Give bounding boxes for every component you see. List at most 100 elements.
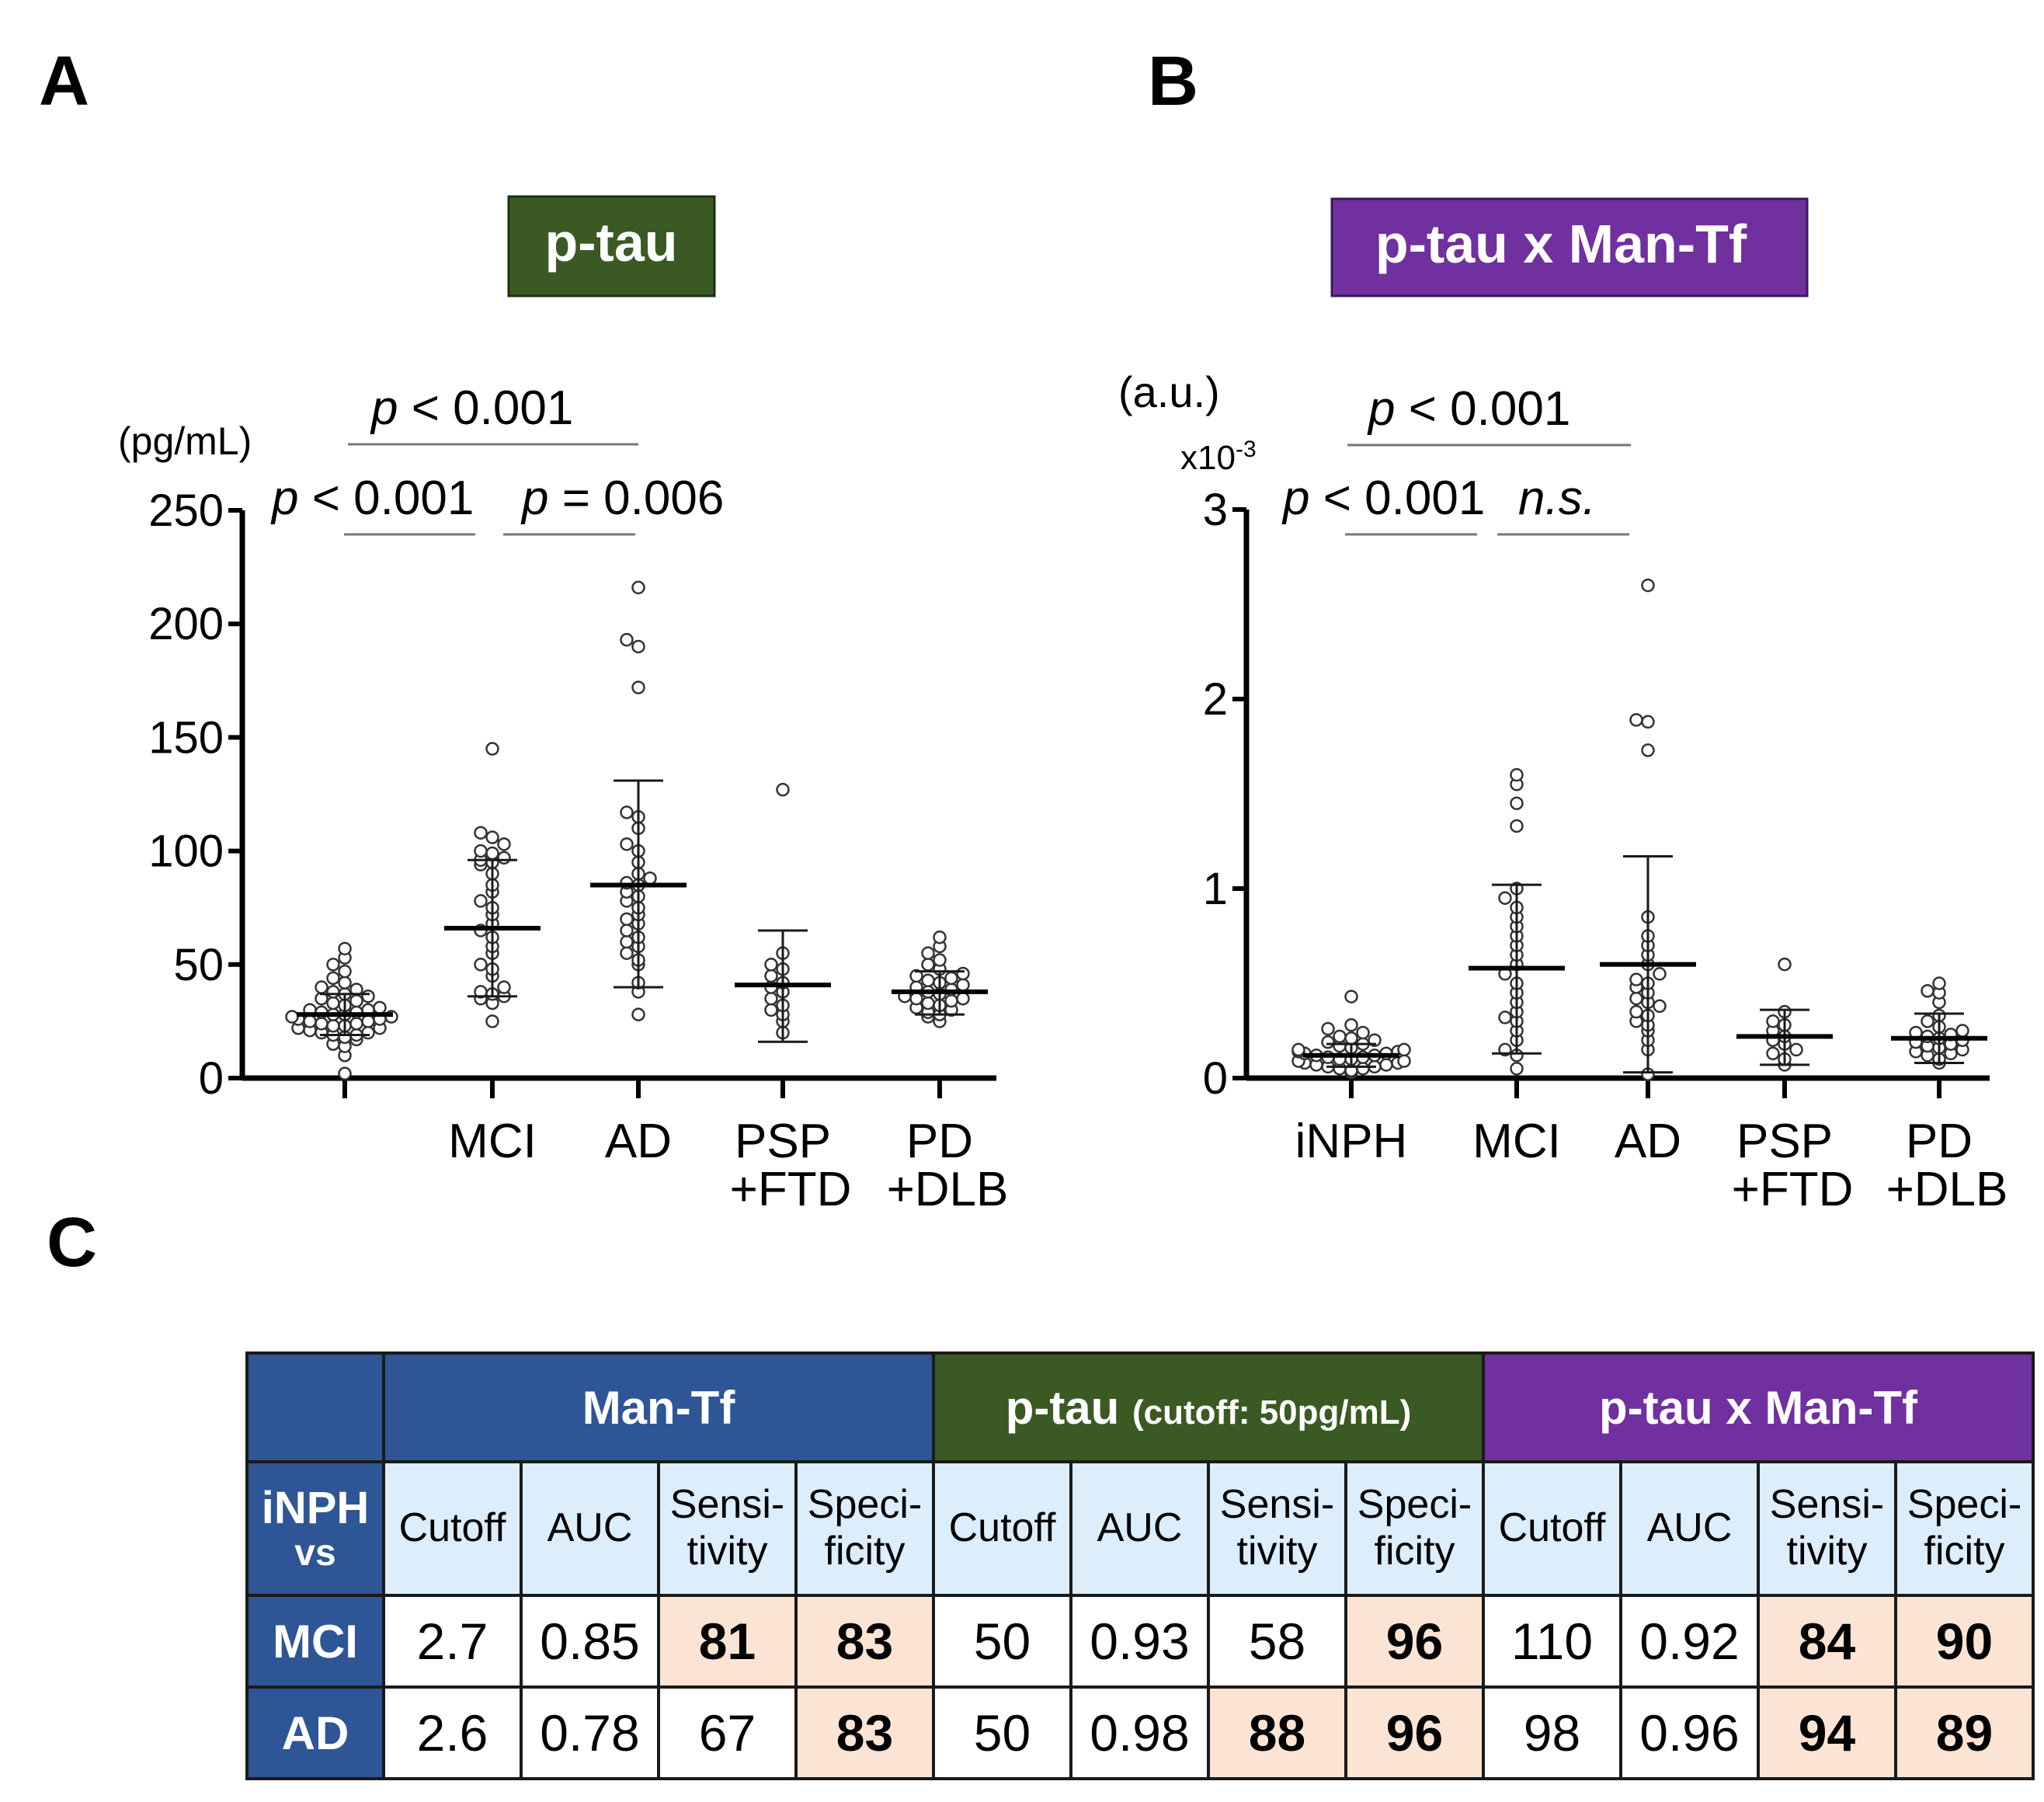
data-point [921,996,935,1011]
row-label-ad: AD [245,1685,385,1780]
data-point [474,958,488,972]
data-point [1321,1035,1335,1049]
data-point [1629,972,1643,986]
data-point [1498,891,1512,905]
comparison-label: n.s. [1518,471,1596,525]
group-ptau: p-tau (cutoff: 50pg/mL) [932,1352,1485,1463]
data-point [1344,1031,1358,1045]
panel-letter-b: B [1148,43,1198,120]
column-header-line: Speci- [807,1482,923,1528]
comparison-label: p < 0.001 [370,381,573,435]
x-category-label: AD [605,1115,672,1168]
y-tick-label: 1 [1203,864,1228,914]
data-point [631,580,645,595]
data-point [349,1017,363,1031]
table-cell: 0.92 [1619,1594,1760,1689]
column-header: Speci-ficity [1894,1460,2035,1597]
table-cell: 67 [657,1685,798,1780]
data-point [620,805,634,819]
x-category-label: PSP [735,1115,831,1168]
data-point [474,826,488,840]
data-point [1955,1024,1969,1038]
data-point [1766,1014,1780,1028]
data-point [485,846,499,861]
column-header-line: Sensi- [1769,1482,1885,1528]
data-point [1653,999,1667,1014]
y-tick-label: 250 [148,485,224,536]
data-point [474,985,488,999]
x-category-label: AD [1615,1115,1681,1168]
column-header: Cutoff [1482,1460,1622,1597]
panel-b-multiplier: x10-3 [1180,437,1257,477]
data-point [1510,819,1524,833]
column-header-line: tivity [1786,1529,1868,1574]
data-point [1629,713,1643,727]
data-point [1629,1004,1643,1019]
data-point [956,991,970,1006]
table-row: MCI 2.7 0.85 81 83 50 0.93 58 96 110 0.92 84 90 [245,1594,2035,1689]
column-header-line: Speci- [1907,1482,2022,1528]
combo-title-box [1330,197,1809,297]
table-group-header-row: Man-Tf p-tau (cutoff: 50pg/mL) p-tau x M… [245,1352,2035,1463]
combo-title: p-tau x Man-Tf [1375,214,1747,274]
data-point [485,830,499,844]
data-point [349,983,363,997]
ptau-title-box [507,195,716,297]
ptau-title: p-tau [544,212,677,273]
table-cell: 110 [1482,1594,1622,1689]
column-header: AUC [520,1460,660,1597]
y-tick-label: 200 [148,599,224,649]
data-point [485,1014,499,1028]
column-header-line: ficity [1374,1529,1455,1574]
column-header-line: AUC [547,1505,633,1551]
column-header-line: AUC [1646,1505,1733,1551]
data-point [643,871,657,885]
y-tick-label: 150 [148,712,224,763]
data-point [1629,991,1643,1006]
data-point [1510,796,1524,810]
row-label-mci: MCI [245,1594,385,1689]
data-point [1397,1042,1411,1057]
column-header: AUC [1069,1460,1210,1597]
column-header-line: AUC [1097,1505,1183,1551]
data-point [764,958,778,972]
column-header-line: Cutoff [948,1505,1056,1551]
data-point [474,894,488,908]
table-cell: 2.7 [382,1594,523,1689]
panel-b-unit: (a.u.) [1118,367,1220,416]
panel-letter-a: A [39,43,89,120]
data-point [361,989,375,1004]
data-point [1379,1058,1393,1072]
table-cell: 58 [1207,1594,1347,1689]
data-point [361,1014,375,1028]
y-tick-label: 0 [1203,1053,1228,1104]
data-point [497,837,511,851]
table-cell: 0.85 [520,1594,660,1689]
data-point [361,1025,375,1040]
data-point [620,946,634,960]
data-point [909,969,923,983]
data-point [620,924,634,938]
data-point [620,934,634,949]
data-point [326,1018,340,1033]
data-point [1344,990,1358,1004]
data-point [764,969,778,983]
data-point [315,1017,328,1031]
panel-a-plot: 0 50 100 150 200 250 MCI AD PSP+FTD PD+DLB p < 0.0… [148,381,1008,1216]
data-point [631,1007,645,1021]
x-category-label: +DLB [887,1163,1009,1216]
column-header-line: Speci- [1357,1482,1472,1528]
table-row: AD 2.6 0.78 67 83 50 0.98 88 96 98 0.96 94 89 [245,1685,2035,1780]
data-point [338,1066,352,1080]
panel-b-plot: 0 1 2 3 iNPH MCI AD PSP+FTD PD+DLB p < 0.001 n.s. p… [1203,382,2008,1216]
data-point [338,941,352,956]
data-point [349,993,363,1008]
data-point [921,946,935,960]
column-header-line: ficity [1924,1529,2005,1574]
data-point [303,1014,317,1028]
data-point [338,964,352,979]
comparison-label: p < 0.001 [1367,382,1570,436]
data-point [1356,1025,1370,1040]
x-category-label: +FTD [730,1163,852,1216]
table-cell: 83 [794,1685,935,1780]
